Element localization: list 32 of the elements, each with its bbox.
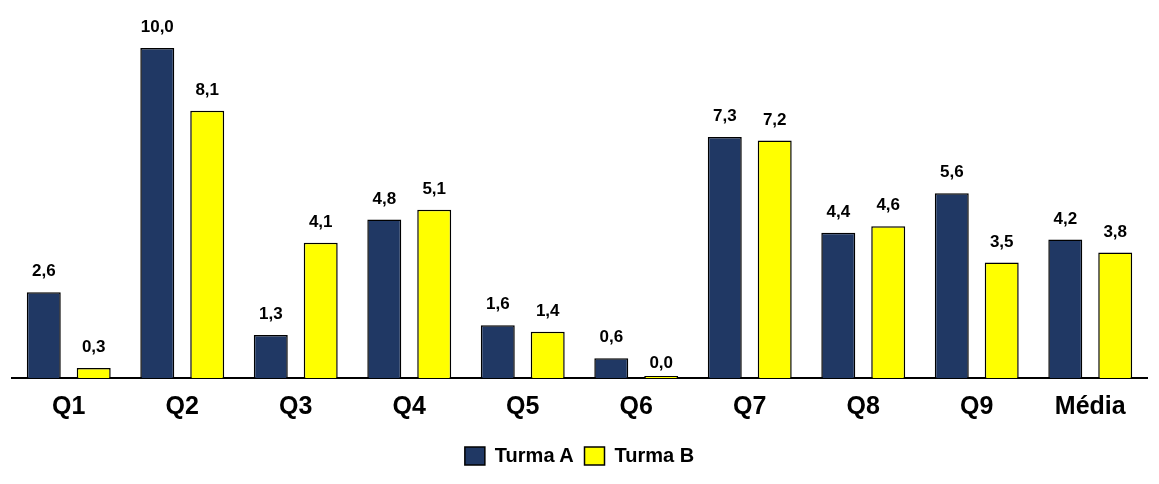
- legend-label: Turma B: [614, 443, 695, 466]
- data-label: 3,5: [989, 231, 1014, 251]
- data-label: 10,0: [140, 17, 174, 37]
- legend-label: Turma A: [494, 443, 574, 466]
- data-label: 7,3: [712, 106, 737, 126]
- x-tick-label: Q3: [279, 390, 313, 419]
- data-label: 0,3: [81, 337, 106, 357]
- data-label: 1,4: [535, 300, 561, 320]
- x-tick-label: Q5: [506, 390, 540, 419]
- x-tick-label: Média: [1054, 390, 1127, 419]
- data-label: 1,3: [258, 304, 283, 324]
- data-label: 2,6: [31, 261, 56, 281]
- data-label: 0,0: [649, 353, 674, 373]
- data-label: 1,6: [485, 294, 510, 314]
- data-label: 7,2: [762, 109, 787, 129]
- data-label: 3,8: [1103, 221, 1128, 241]
- x-tick-label: Q6: [619, 390, 653, 419]
- x-tick-label: Q8: [846, 390, 881, 419]
- data-label: 4,2: [1053, 208, 1078, 228]
- data-label: 4,8: [372, 188, 397, 208]
- x-tick-label: Q2: [165, 390, 199, 419]
- data-label: 4,1: [308, 211, 333, 231]
- x-tick-label: Q7: [733, 390, 767, 419]
- data-label: 4,6: [876, 195, 901, 215]
- data-label: 8,1: [195, 79, 220, 99]
- data-label: 5,1: [422, 178, 447, 198]
- x-tick-label: Q1: [52, 390, 86, 419]
- data-label: 0,6: [599, 327, 624, 347]
- x-tick-label: Q9: [960, 390, 994, 419]
- data-label: 5,6: [939, 162, 964, 182]
- data-label: 4,4: [826, 201, 851, 221]
- x-tick-label: Q4: [392, 390, 427, 419]
